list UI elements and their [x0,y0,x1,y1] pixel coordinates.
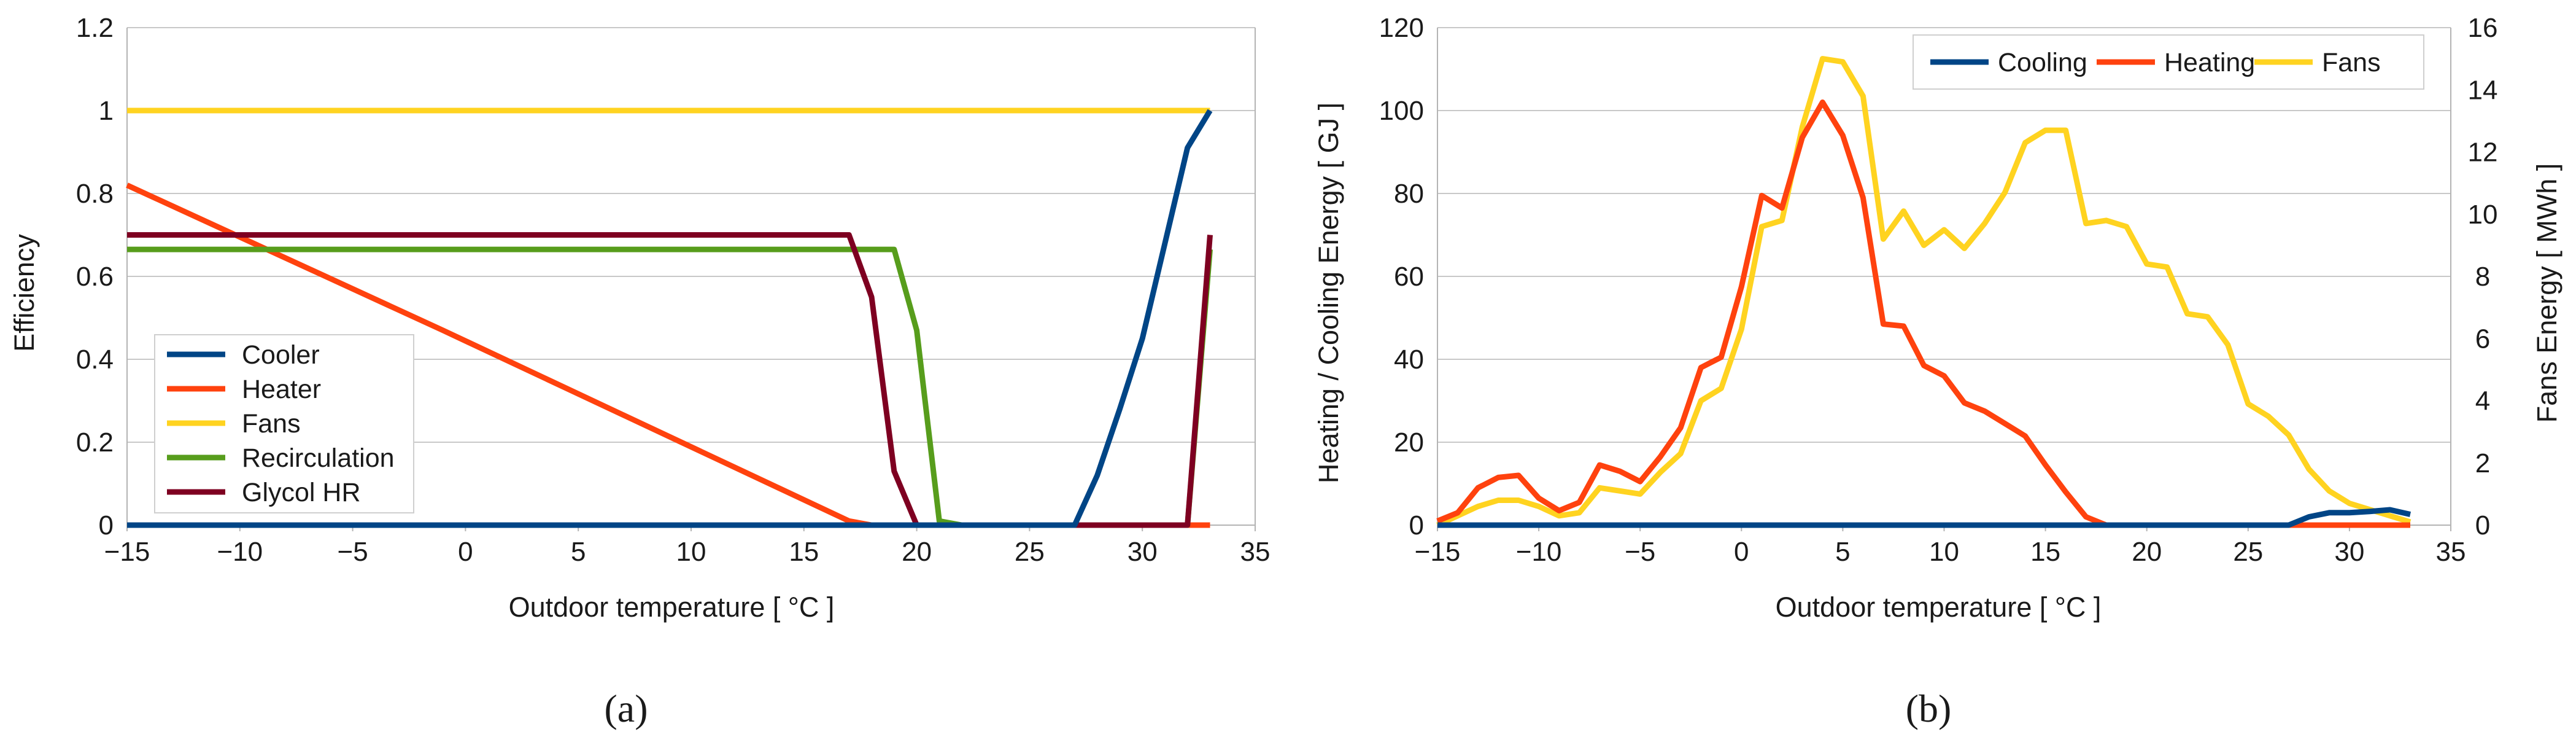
b-x-tick-label: 15 [2030,537,2060,567]
caption-b: (b) [1906,687,1952,730]
a-x-tick-label: 10 [676,537,706,567]
energy-chart: 0 20 40 60 80 100 120 0 2 4 6 8 10 12 14 16 −15 −10 −5 0 5 10… [1313,13,2562,730]
a-legend-label: Glycol HR [242,478,361,507]
b-y-tick-label: 80 [1394,179,1424,209]
b-x-tick-label: 30 [2334,537,2364,567]
b-y2-tick-label: 0 [2475,510,2490,540]
b-y-tick-label: 40 [1394,345,1424,375]
b-y2-tick-label: 16 [2468,13,2498,43]
a-series-line-cooler [127,109,1213,528]
b-legend-label: Fans [2322,48,2381,77]
b-x-tick-label: 20 [2132,537,2162,567]
a-y-tick-label: 1 [99,96,114,126]
a-y-tick-label: 1.2 [76,13,114,43]
a-y-tick-label: 0 [99,510,114,540]
energy-y2-axis-label: Fans Energy [ MWh ] [2531,163,2562,423]
a-x-tick-label: 5 [571,537,586,567]
a-x-tick-label: 15 [789,537,819,567]
a-x-tick-label: 20 [902,537,932,567]
b-series-line-fans [1436,56,2412,528]
b-y-tick-label: 20 [1394,427,1424,458]
b-y2-tick-label: 12 [2468,138,2498,168]
a-y-tick-label: 0.8 [76,179,114,209]
a-legend-label: Fans [242,409,301,439]
b-y-tick-label: 0 [1409,510,1424,540]
a-legend-label: Heater [242,375,321,404]
caption-a: (a) [604,687,648,730]
b-x-tick-label: 0 [1734,537,1749,567]
efficiency-ticks: 0 0.2 0.4 0.6 0.8 1 1.2 −15 −10 −5 0 5 10 15 20 25 30 35 [76,13,1271,567]
a-series-line-glycol-hr [127,232,1213,528]
a-y-tick-label: 0.4 [76,345,114,375]
efficiency-x-axis-label: Outdoor temperature [ °C ] [509,591,835,623]
efficiency-legend: Cooler Heater Fans Recirculation Glycol HR [154,334,414,513]
energy-y-axis-label: Heating / Cooling Energy [ GJ ] [1313,103,1344,483]
b-y2-tick-label: 14 [2468,75,2498,105]
b-x-tick-label: 5 [1835,537,1850,567]
a-x-tick-label: −5 [338,537,368,567]
b-x-tick-label: −5 [1625,537,1655,567]
a-x-tick-label: −15 [104,537,150,567]
b-x-tick-label: 35 [2436,537,2466,567]
a-x-tick-label: 25 [1015,537,1045,567]
b-series-line-cooling [1437,507,2411,528]
b-y2-tick-label: 2 [2475,448,2490,478]
b-legend-label: Cooling [1998,48,2087,77]
a-x-tick-label: 0 [458,537,473,567]
energy-series [1436,56,2412,528]
a-y-tick-label: 0.6 [76,262,114,292]
energy-legend: Cooling Heating Fans [1913,34,2424,90]
a-y-tick-label: 0.2 [76,427,114,458]
b-y-tick-label: 60 [1394,262,1424,292]
b-x-tick-label: 25 [2233,537,2263,567]
b-series-line-heating [1436,99,2410,528]
a-x-tick-label: −10 [217,537,263,567]
a-x-tick-label: 30 [1127,537,1158,567]
b-y2-tick-label: 6 [2475,324,2490,354]
b-x-tick-label: −15 [1415,537,1461,567]
efficiency-series [126,107,1213,528]
energy-ticks: 0 20 40 60 80 100 120 0 2 4 6 8 10 12 14 16 −15 −10 −5 0 5 10… [1379,13,2498,567]
efficiency-y-axis-label: Efficiency [9,234,40,352]
energy-x-axis-label: Outdoor temperature [ °C ] [1776,591,2102,623]
b-y2-tick-label: 8 [2475,262,2490,292]
a-legend-label: Recirculation [242,443,395,473]
efficiency-chart: 00.20.40.60.811.2−15 −10 −5 0 5 10 15 20 25 30 35 … [9,13,1270,730]
b-legend-label: Heating [2164,48,2255,77]
b-x-tick-label: 10 [1929,537,1959,567]
b-y-tick-label: 120 [1379,13,1424,43]
b-y2-tick-label: 4 [2475,386,2490,416]
b-x-tick-label: −10 [1516,537,1562,567]
a-legend-label: Cooler [242,340,320,370]
energy-legend-box [1913,34,2424,90]
a-x-tick-label: 35 [1240,537,1271,567]
b-y2-tick-label: 10 [2468,200,2498,230]
b-y-tick-label: 100 [1379,96,1424,126]
